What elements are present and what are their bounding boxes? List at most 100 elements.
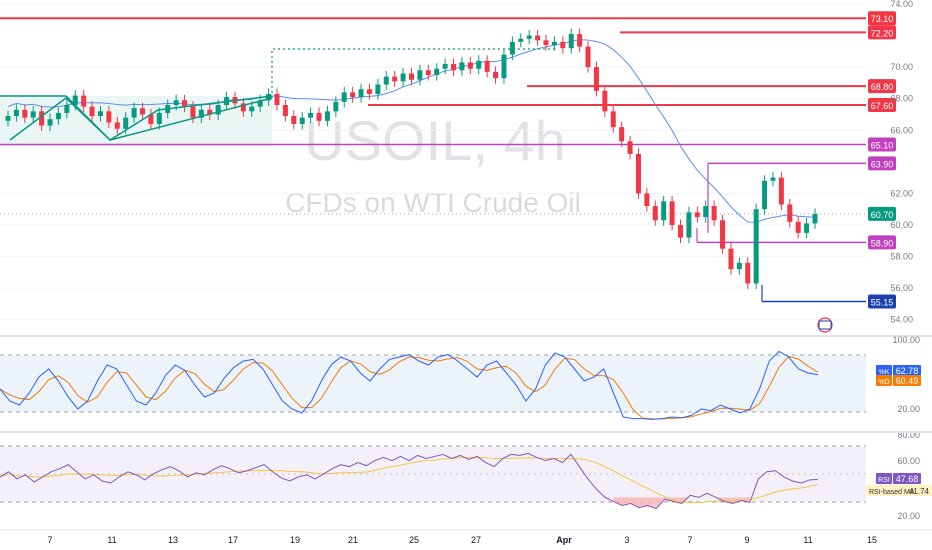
- candle-body: [215, 105, 221, 115]
- candle-body: [568, 33, 574, 49]
- time-axis-tick: 19: [290, 535, 300, 545]
- rsi-value: 47.68: [896, 474, 919, 484]
- rsi-axis-tick: 80.00: [897, 430, 920, 440]
- price-level-label[interactable]: 72.20: [871, 28, 894, 38]
- candle-body: [678, 224, 683, 238]
- candle-body: [55, 112, 61, 120]
- flag-icon-inner: [818, 320, 832, 330]
- candle-body: [585, 46, 591, 68]
- stochastic-band-fill: [0, 355, 866, 412]
- candle-body: [383, 76, 389, 85]
- time-axis-tick: 15: [867, 535, 877, 545]
- price-level-label[interactable]: 65.10: [871, 140, 894, 150]
- time-axis-tick: 3: [624, 535, 629, 545]
- stochastic-value-bg: [893, 375, 921, 386]
- stochastic-value-bg: [893, 365, 921, 376]
- candle-body: [753, 209, 759, 284]
- rsi-legend-chip: [876, 473, 892, 484]
- pattern-line-lower: [9, 97, 273, 141]
- stochastic-k-line: [0, 350, 819, 420]
- candle-body: [274, 93, 280, 106]
- time-axis[interactable]: 7 11 13 17 19 21 25 27 Apr 3 7 9 11 15: [0, 529, 932, 545]
- price-axis-tick: 70.00: [890, 62, 913, 72]
- time-axis-tick: 7: [47, 535, 52, 545]
- candle-body: [89, 106, 95, 117]
- candle-body: [140, 108, 145, 115]
- candle-body: [97, 111, 103, 117]
- price-level-label[interactable]: 73.10: [871, 14, 894, 24]
- candle-body: [762, 180, 768, 210]
- candle-body: [577, 33, 583, 47]
- price-level-label[interactable]: 55.15: [871, 298, 894, 308]
- candle-body: [728, 248, 734, 270]
- candle-body: [324, 111, 330, 121]
- candle-body: [425, 70, 431, 76]
- candle-body: [795, 221, 801, 233]
- price-axis[interactable]: 73.10 72.20 68.80 67.60 65.10 63.90 58.90 55.15…: [866, 0, 932, 521]
- candle-body: [5, 116, 11, 121]
- candle-body: [417, 70, 423, 80]
- price-level-label[interactable]: 67.60: [871, 101, 894, 111]
- candle-body: [392, 76, 398, 82]
- price-level-label-bg: [868, 137, 896, 152]
- time-axis-tick: 11: [107, 535, 116, 545]
- candle-body: [114, 122, 120, 129]
- price-level-label-bg: [868, 98, 896, 113]
- stochastic-axis-tick: 20.00: [897, 404, 920, 414]
- price-level-label[interactable]: 63.90: [871, 159, 894, 169]
- rsi-axis-tick: 20.00: [897, 511, 920, 521]
- candle-body: [156, 112, 162, 124]
- candle-body: [593, 67, 599, 91]
- candle-body: [13, 109, 19, 117]
- stochastic-value: 62.78: [896, 366, 919, 376]
- time-axis-tick: 21: [348, 535, 358, 545]
- price-axis-tick: 56.00: [890, 283, 913, 293]
- candle-body: [207, 109, 213, 115]
- candle-body: [375, 84, 381, 94]
- price-axis-tick: 58.00: [890, 252, 913, 262]
- candle-body: [282, 105, 288, 117]
- last-price-label[interactable]: 60.70: [871, 210, 894, 220]
- candle-body: [493, 71, 499, 79]
- rsi-ma-legend-name: RSI-based MA: [869, 489, 915, 496]
- price-level-label[interactable]: 58.90: [871, 238, 894, 248]
- candle-body: [173, 100, 179, 106]
- price-axis-tick: 74.00: [890, 0, 913, 9]
- time-axis-tick: 11: [803, 535, 812, 545]
- candle-body: [694, 212, 700, 218]
- candle-body: [526, 35, 532, 39]
- candle-body: [442, 63, 448, 69]
- candle-body: [190, 106, 196, 118]
- price-axis-tick: 66.00: [890, 125, 913, 135]
- rsi-pane: [0, 445, 866, 510]
- candle-body: [711, 206, 717, 221]
- candle-body: [602, 90, 608, 112]
- candle-body: [198, 109, 204, 118]
- rsi-value-bg: [893, 473, 921, 484]
- flag-icon[interactable]: [817, 317, 833, 333]
- candle-body: [804, 223, 810, 233]
- price-axis-tick: 62.00: [890, 188, 913, 198]
- price-level-label-bg: [868, 156, 896, 171]
- price-axis-tick: 54.00: [890, 315, 913, 325]
- rsi-axis-tick: 60.00: [897, 456, 920, 466]
- time-axis-tick: 25: [409, 535, 419, 545]
- price-level-label[interactable]: 68.80: [871, 82, 894, 92]
- time-axis-tick: 17: [228, 535, 238, 545]
- candle-body: [686, 212, 692, 238]
- price-level-label-bg: [868, 235, 896, 250]
- time-axis-tick: 9: [744, 535, 749, 545]
- price-axis-tick: 60.00: [890, 220, 913, 230]
- candle-body: [736, 262, 742, 270]
- price-level-label-bg: [868, 79, 896, 94]
- rsi-line: [0, 452, 819, 510]
- candle-body: [476, 60, 482, 69]
- candle-body: [358, 89, 364, 98]
- candle-body: [400, 73, 406, 82]
- candle-body: [509, 41, 515, 55]
- candle-body: [64, 105, 70, 113]
- candle-body: [661, 201, 667, 221]
- time-axis-tick: 27: [471, 535, 481, 545]
- candle-body: [467, 62, 473, 69]
